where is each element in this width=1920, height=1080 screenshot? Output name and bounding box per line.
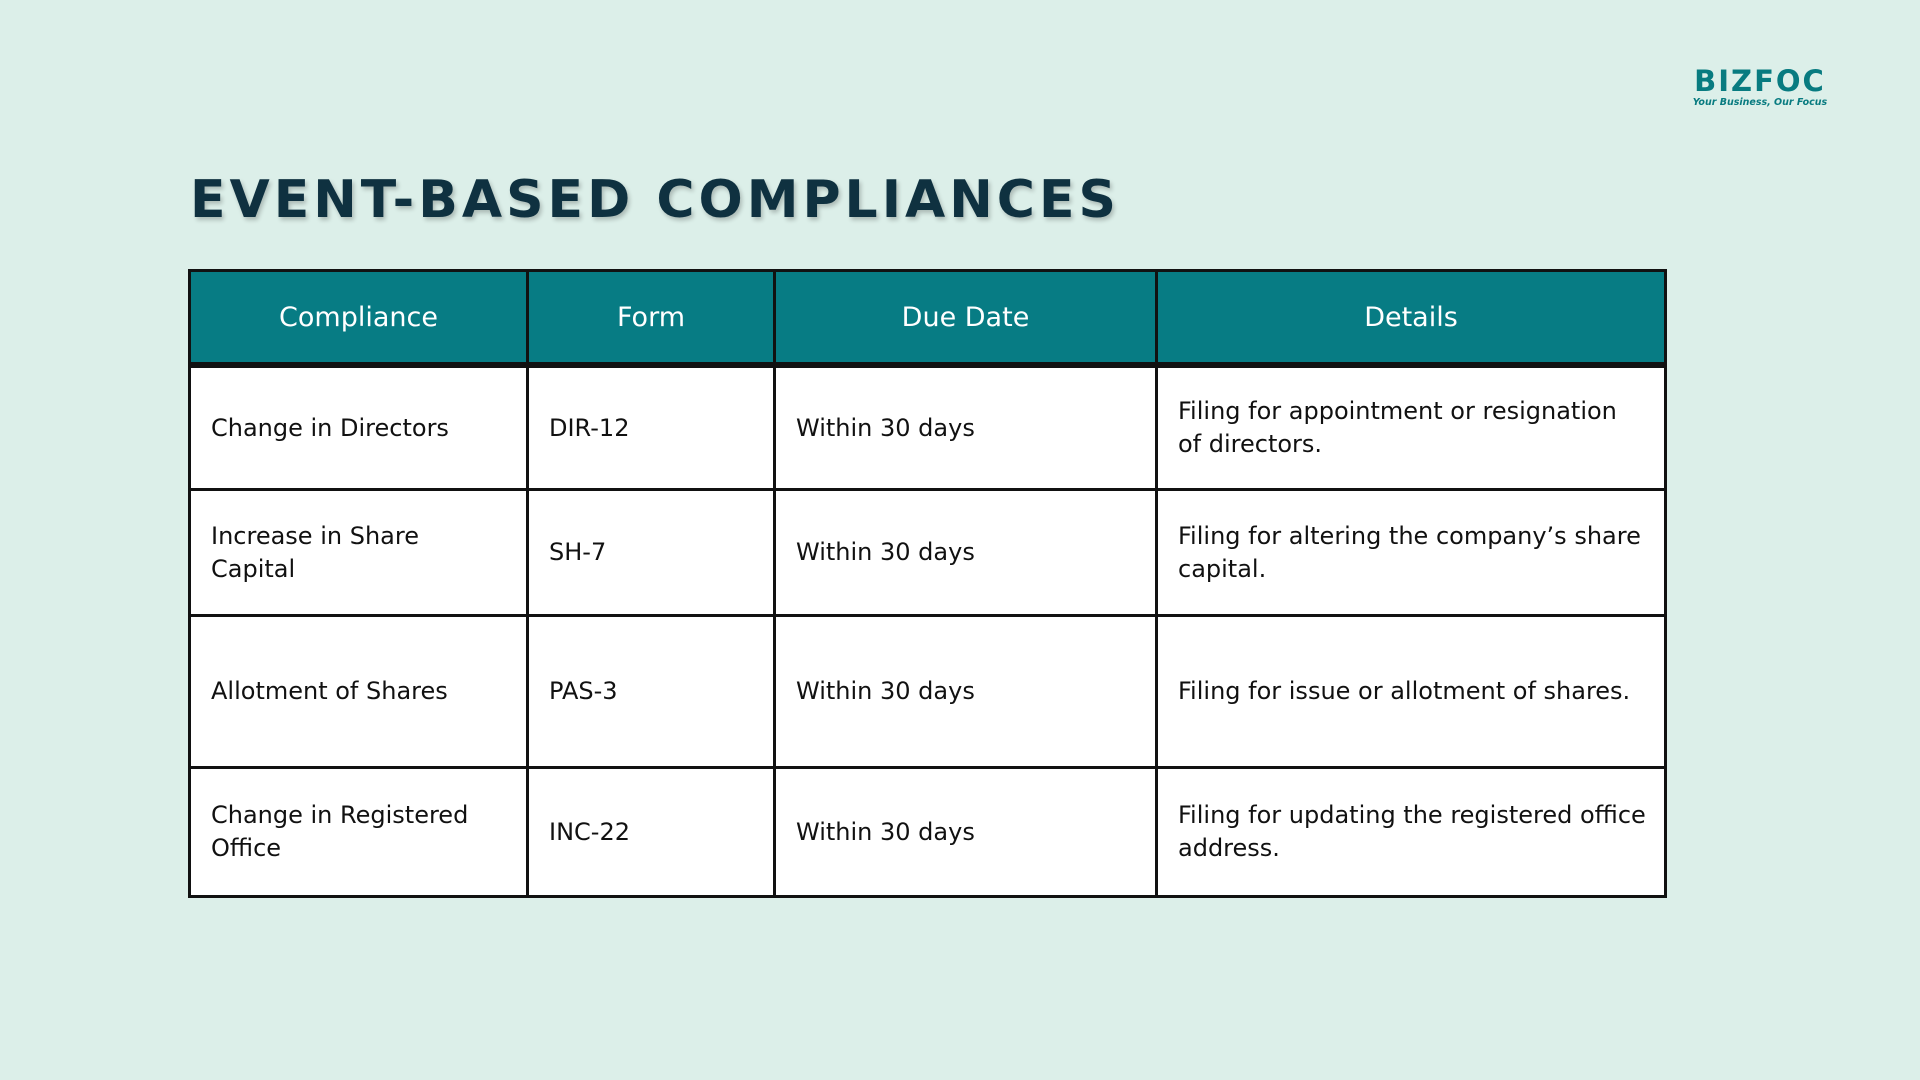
logo-tagline: Your Business, Our Focus — [1692, 97, 1828, 108]
cell-due-date: Within 30 days — [773, 488, 1158, 617]
header-due-date: Due Date — [773, 269, 1158, 367]
cell-compliance: Allotment of Shares — [188, 614, 529, 769]
table-row: Increase in Share Capital SH-7 Within 30… — [188, 488, 1667, 617]
cell-details: Filing for updating the registered offic… — [1155, 766, 1667, 898]
cell-due-date: Within 30 days — [773, 614, 1158, 769]
cell-details: Filing for issue or allotment of shares. — [1155, 614, 1667, 769]
table-row: Change in Directors DIR-12 Within 30 day… — [188, 363, 1667, 491]
bizfoc-logo: BIZFOC Your Business, Our Focus — [1680, 66, 1840, 109]
cell-due-date: Within 30 days — [773, 363, 1158, 491]
cell-details: Filing for appointment or resignation of… — [1155, 363, 1667, 491]
cell-details: Filing for altering the company’s share … — [1155, 488, 1667, 617]
compliance-table: Compliance Form Due Date Details Change … — [188, 269, 1667, 898]
cell-form: PAS-3 — [526, 614, 776, 769]
cell-form: INC-22 — [526, 766, 776, 898]
cell-compliance: Change in Directors — [188, 363, 529, 491]
table-row: Allotment of Shares PAS-3 Within 30 days… — [188, 614, 1667, 769]
cell-form: SH-7 — [526, 488, 776, 617]
table-row: Change in Registered Office INC-22 Withi… — [188, 766, 1667, 898]
logo-wordmark: BIZFOC — [1694, 64, 1826, 98]
header-details: Details — [1155, 269, 1667, 367]
cell-compliance: Change in Registered Office — [188, 766, 529, 898]
page-title: EVENT-BASED COMPLIANCES — [190, 170, 1120, 230]
cell-due-date: Within 30 days — [773, 766, 1158, 898]
header-form: Form — [526, 269, 776, 367]
table-header-row: Compliance Form Due Date Details — [188, 269, 1667, 367]
cell-compliance: Increase in Share Capital — [188, 488, 529, 617]
header-compliance: Compliance — [188, 269, 529, 367]
cell-form: DIR-12 — [526, 363, 776, 491]
